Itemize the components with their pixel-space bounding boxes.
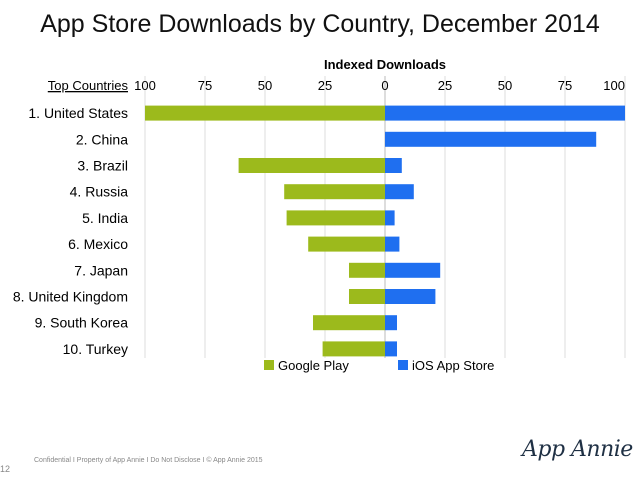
bar-google-play <box>313 315 385 331</box>
bar-google-play <box>322 341 385 357</box>
category-label: 3. Brazil <box>77 158 128 174</box>
category-label: 4. Russia <box>70 184 129 200</box>
legend-label-google-play: Google Play <box>278 358 349 373</box>
bar-google-play <box>286 210 385 226</box>
tick-label: 0 <box>381 78 388 93</box>
category-label: 8. United Kingdom <box>13 289 128 305</box>
bar-ios-app-store <box>385 315 397 331</box>
app-annie-logo: App Annie <box>522 437 633 462</box>
page-number: 12 <box>0 464 11 474</box>
legend-swatch-ios-app-store <box>398 360 408 370</box>
bar-ios-app-store <box>385 289 436 304</box>
tick-label: 50 <box>258 78 272 93</box>
category-header: Top Countries <box>48 78 129 93</box>
category-label: 10. Turkey <box>63 341 128 357</box>
bar-ios-app-store <box>385 341 397 357</box>
bar-ios-app-store <box>385 210 395 226</box>
category-label: 6. Mexico <box>68 236 128 252</box>
bar-ios-app-store <box>385 131 597 147</box>
bar-google-play <box>349 289 385 304</box>
bar-ios-app-store <box>385 105 625 121</box>
chart-title: App Store Downloads by Country, December… <box>40 10 600 38</box>
category-label: 9. South Korea <box>35 315 129 331</box>
bar-google-play <box>308 236 385 252</box>
bar-google-play <box>145 105 385 121</box>
tick-label: 75 <box>558 78 572 93</box>
bar-ios-app-store <box>385 262 441 278</box>
bar-chart: Indexed Downloads Top Countries 100 75 50 25 0… <box>13 57 626 373</box>
footer-text: Confidential I Property of App Annie I D… <box>34 457 263 464</box>
bar-google-play <box>349 262 385 278</box>
bar-ios-app-store <box>385 158 402 173</box>
legend-swatch-google-play <box>264 360 274 370</box>
tick-label: 100 <box>603 78 625 93</box>
bar-ios-app-store <box>385 236 400 252</box>
category-label: 7. Japan <box>74 262 128 278</box>
category-label: 2. China <box>76 131 128 147</box>
bar-google-play <box>238 158 385 173</box>
category-label: 5. India <box>82 210 128 226</box>
tick-label: 75 <box>198 78 212 93</box>
axis-title: Indexed Downloads <box>324 57 446 72</box>
legend-label-ios-app-store: iOS App Store <box>412 358 494 373</box>
category-label: 1. United States <box>28 105 128 121</box>
tick-label: 100 <box>134 78 156 93</box>
bar-google-play <box>284 184 385 200</box>
bar-ios-app-store <box>385 184 414 200</box>
tick-label: 25 <box>318 78 332 93</box>
tick-label: 50 <box>498 78 512 93</box>
tick-label: 25 <box>438 78 452 93</box>
